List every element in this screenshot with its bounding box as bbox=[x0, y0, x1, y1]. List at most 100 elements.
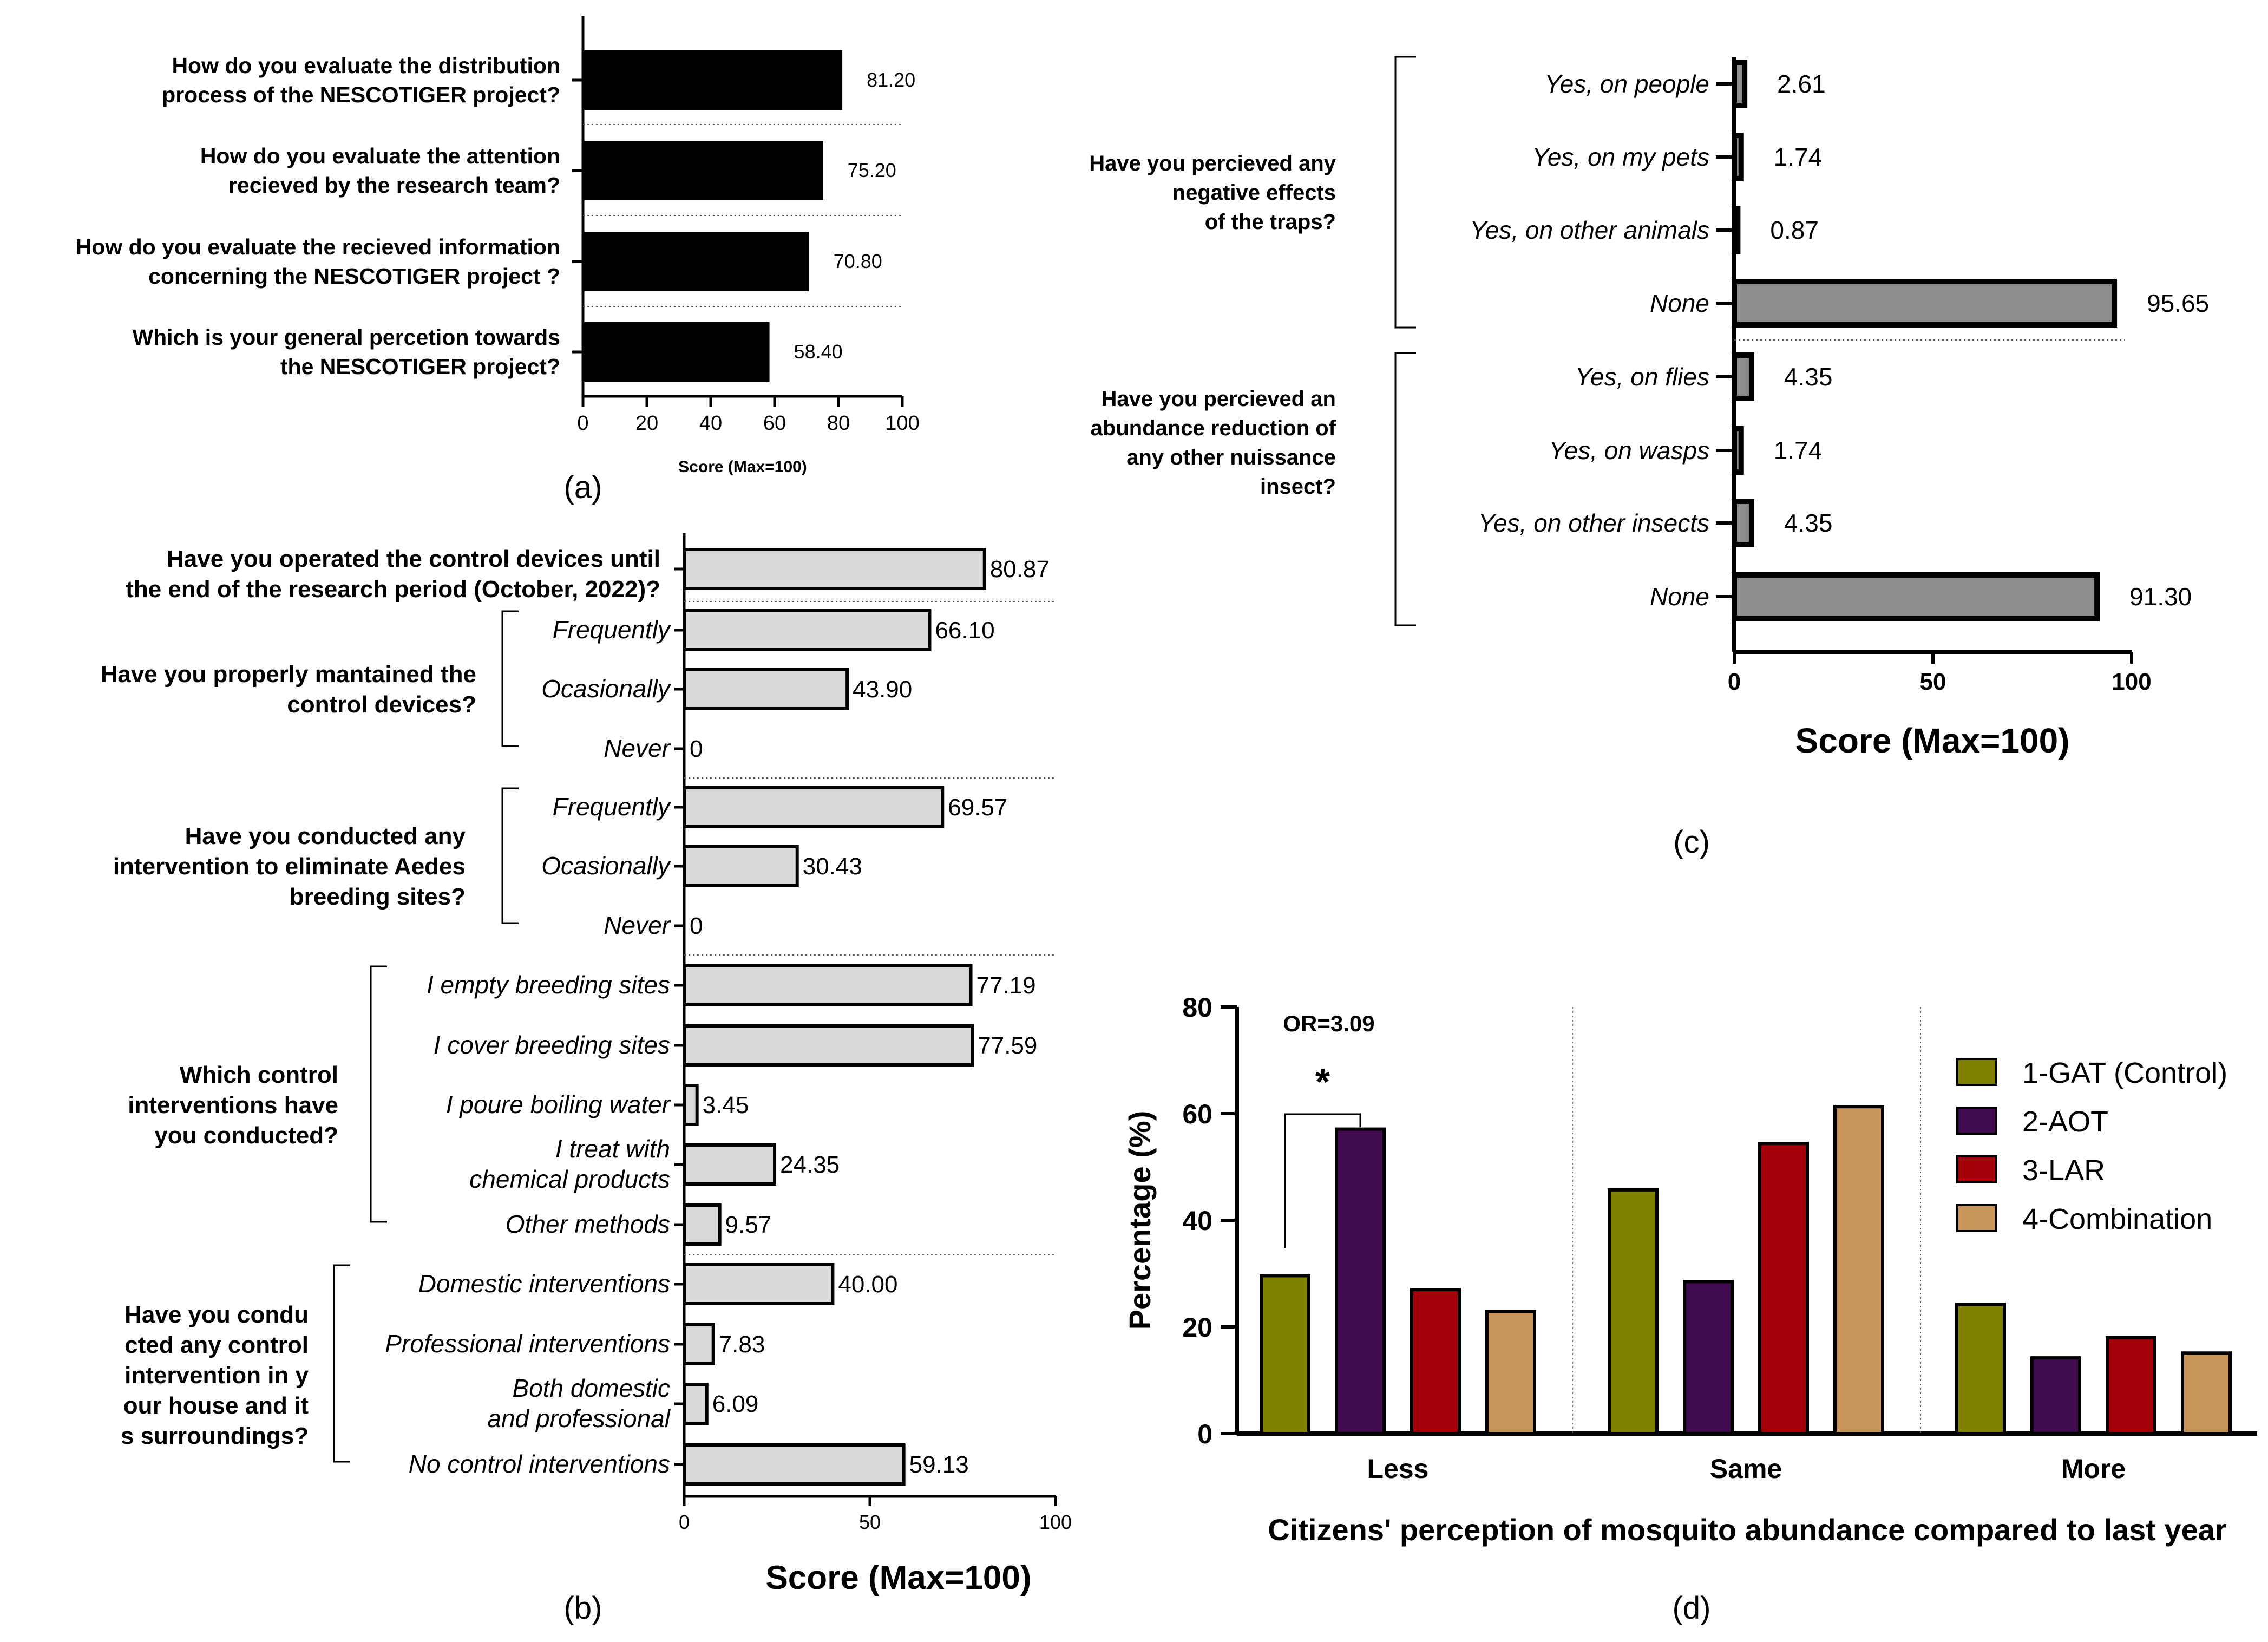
panel-b-item-label: I treat with bbox=[555, 1135, 670, 1163]
panel-c-x-axis-title: Score (Max=100) bbox=[1795, 721, 2070, 760]
panel-a-value-label: 75.20 bbox=[848, 159, 896, 181]
panel-a-value-label: 70.80 bbox=[834, 250, 882, 272]
panel-b-item-label: Domestic interventions bbox=[418, 1270, 670, 1298]
panel-c-x-tick-label: 100 bbox=[2112, 669, 2151, 695]
panel-c-item-label: Yes, on other animals bbox=[1470, 216, 1709, 244]
panel-b-value-label: 7.83 bbox=[719, 1331, 765, 1358]
panel-b-question-label: breeding sites? bbox=[290, 884, 466, 910]
panel-b-item-label: Professional interventions bbox=[385, 1330, 670, 1358]
panel-b-bar bbox=[683, 964, 973, 1006]
panel-d-legend-label: 1-GAT (Control) bbox=[2022, 1057, 2227, 1089]
panel-d-significance-star: * bbox=[1315, 1061, 1330, 1103]
panel-a-category-label: How do you evaluate the distribution bbox=[172, 53, 560, 78]
panel-b-question-label: cted any control bbox=[124, 1332, 309, 1358]
panel-b-value-label: 77.19 bbox=[976, 972, 1036, 999]
panel-c-question-label: Have you percieved any bbox=[1089, 152, 1336, 175]
panel-b-item-label: chemical products bbox=[469, 1165, 670, 1193]
panel-b-question-label: Have you operated the control devices un… bbox=[167, 546, 660, 572]
panel-b-question-label: s surroundings? bbox=[121, 1423, 309, 1449]
panel-b-x-tick-label: 100 bbox=[1039, 1511, 1072, 1533]
panel-b-bracket bbox=[370, 965, 387, 1223]
panel-b-value-label: 9.57 bbox=[725, 1212, 772, 1238]
panel-c-bar bbox=[1732, 60, 1748, 108]
panel-a-category-label: process of the NESCOTIGER project? bbox=[162, 82, 560, 107]
panel-b-bar bbox=[683, 1323, 715, 1365]
panel-a-chart: 81.20 How do you evaluate the distributio… bbox=[76, 16, 920, 505]
panel-c-value-label: 1.74 bbox=[1774, 143, 1823, 171]
panel-c-bracket bbox=[1394, 352, 1416, 626]
panel-c-question-label: Have you percieved an bbox=[1101, 387, 1336, 411]
panel-c-value-label: 4.35 bbox=[1784, 363, 1833, 391]
panel-b-item-label: Never bbox=[604, 911, 671, 939]
panel-c-bar bbox=[1732, 426, 1744, 475]
panel-a-bar bbox=[583, 50, 843, 110]
panel-d-bar bbox=[1410, 1288, 1461, 1436]
panel-b-question-label: Have you properly mantained the bbox=[101, 661, 476, 688]
panel-b-item-label: Never bbox=[604, 734, 671, 762]
panel-d-annotation-text: OR=3.09 bbox=[1283, 1011, 1374, 1036]
panel-b-question-label: the end of the research period (October,… bbox=[126, 576, 660, 603]
panel-c-x-tick-label: 0 bbox=[1728, 669, 1741, 695]
panel-b-item-label: Both domestic bbox=[513, 1374, 670, 1402]
panel-d-legend-label: 4-Combination bbox=[2022, 1203, 2212, 1235]
panel-a-label: (a) bbox=[564, 470, 602, 505]
panel-c-value-label: 0.87 bbox=[1770, 216, 1819, 244]
panel-a-category-label: the NESCOTIGER project? bbox=[280, 354, 560, 379]
panel-d-x-axis-title: Citizens' perception of mosquito abundan… bbox=[1268, 1513, 2226, 1547]
panel-b-value-label: 0 bbox=[690, 913, 703, 939]
panel-b-value-label: 40.00 bbox=[838, 1271, 897, 1298]
panel-b-value-label: 77.59 bbox=[978, 1032, 1037, 1059]
panel-c-question-label: insect? bbox=[1260, 475, 1336, 499]
panel-b-bar bbox=[683, 668, 849, 710]
panel-d-y-tick-label: 60 bbox=[1182, 1099, 1212, 1129]
panel-b-bar bbox=[683, 1203, 722, 1246]
panel-d-x-tick-label: More bbox=[2061, 1454, 2126, 1484]
panel-c-question-label: any other nuissance bbox=[1126, 446, 1336, 469]
panel-d-bar bbox=[1833, 1105, 1884, 1435]
panel-b-value-label: 6.09 bbox=[712, 1391, 759, 1417]
panel-b-item-label: and professional bbox=[487, 1404, 671, 1432]
panel-a-x-tick-label: 20 bbox=[635, 412, 658, 435]
panel-a-value-label: 81.20 bbox=[867, 69, 915, 91]
panel-b-item-label: I poure boiling water bbox=[446, 1090, 671, 1118]
panel-c-bar bbox=[1732, 206, 1741, 254]
panel-a-x-tick-label: 100 bbox=[885, 412, 919, 435]
panel-b-question-label: control devices? bbox=[287, 691, 476, 718]
panel-b-bar bbox=[683, 1443, 906, 1486]
panel-b-question-label: our house and it bbox=[123, 1392, 309, 1419]
panel-c-bar bbox=[1732, 279, 2118, 328]
panel-d-y-axis-title: Percentage (%) bbox=[1123, 1111, 1157, 1330]
panel-c-item-label: None bbox=[1650, 583, 1709, 611]
panel-c-value-label: 91.30 bbox=[2129, 583, 2192, 611]
panel-c-question-label: abundance reduction of bbox=[1091, 416, 1336, 440]
panel-c-bar bbox=[1732, 572, 2100, 621]
panel-b-item-label: Frequently bbox=[553, 793, 672, 821]
panel-c-item-label: None bbox=[1650, 289, 1709, 317]
panel-d-bar bbox=[2030, 1356, 2081, 1435]
panel-d-legend-label: 2-AOT bbox=[2022, 1105, 2108, 1138]
panel-d-bar bbox=[1683, 1280, 1734, 1435]
panel-b-bar bbox=[683, 1263, 835, 1305]
panel-a-bar bbox=[583, 232, 809, 291]
panel-c-question-label: of the traps? bbox=[1205, 210, 1336, 234]
panel-b-item-label: No control interventions bbox=[409, 1450, 670, 1478]
panel-d-bar bbox=[1608, 1188, 1659, 1435]
panel-d-y-tick-label: 80 bbox=[1182, 992, 1212, 1023]
panel-b-item-label: I empty breeding sites bbox=[427, 971, 670, 999]
panel-b-x-tick-label: 0 bbox=[679, 1511, 690, 1533]
panel-b-value-label: 66.10 bbox=[935, 617, 994, 644]
panel-d-legend-swatch bbox=[1956, 1058, 1997, 1086]
panel-c-chart: 2.61 Yes, on people 1.74 Yes, on my pets 0.8… bbox=[1089, 56, 2209, 860]
panel-c-bar bbox=[1732, 499, 1754, 547]
panel-d-bar bbox=[2106, 1336, 2156, 1435]
panel-b-bar bbox=[683, 548, 986, 590]
panel-b-question-label: Have you conducted any bbox=[185, 823, 466, 849]
panel-b-bar bbox=[683, 1084, 699, 1126]
panel-b-item-label: Other methods bbox=[506, 1210, 670, 1238]
panel-a-x-tick-label: 60 bbox=[763, 412, 786, 435]
panel-d-x-tick-label: Same bbox=[1710, 1454, 1782, 1484]
panel-c-value-label: 1.74 bbox=[1774, 436, 1823, 465]
panel-c-value-label: 95.65 bbox=[2147, 289, 2209, 317]
panel-a-x-tick-label: 80 bbox=[827, 412, 850, 435]
